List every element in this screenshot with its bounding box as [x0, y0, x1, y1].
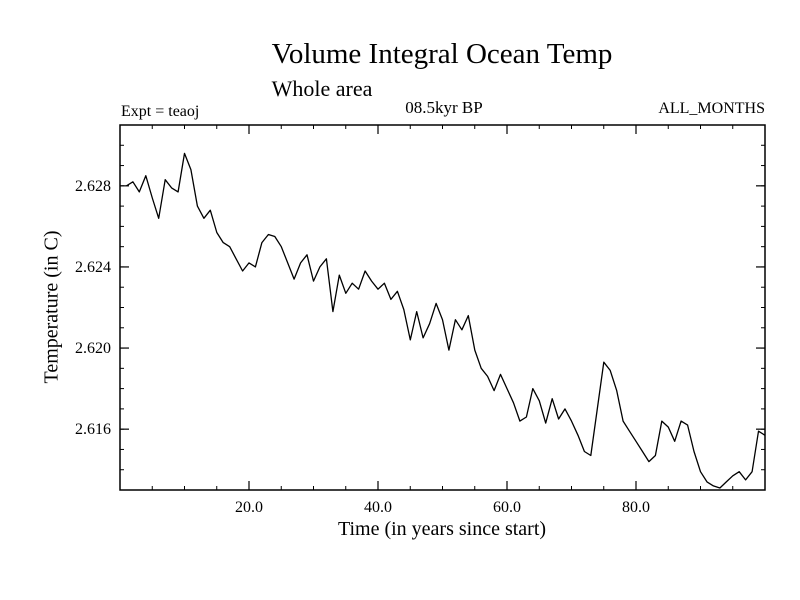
x-axis-label: Time (in years since start) — [337, 518, 547, 540]
x-tick-label: 40.0 — [364, 499, 392, 516]
plot-frame — [119, 124, 766, 491]
y-tick-label: 2.624 — [75, 259, 111, 276]
time-bp-label: 08.5kyr BP — [405, 98, 483, 117]
y-axis-label: Temperature (in C) — [40, 230, 63, 384]
y-tick-label: 2.620 — [75, 340, 111, 357]
y-tick-label: 2.616 — [75, 421, 111, 438]
experiment-label: Expt = teaoj — [121, 103, 200, 120]
x-tick-label: 20.0 — [235, 499, 263, 516]
chart-title: Volume Integral Ocean Temp — [271, 38, 613, 70]
temperature-line — [126, 152, 766, 489]
months-label: ALL_MONTHS — [658, 100, 765, 117]
y-tick-label: 2.628 — [75, 178, 111, 195]
x-tick-label: 60.0 — [493, 499, 521, 516]
chart-subtitle: Whole area — [271, 76, 373, 101]
x-tick-label: 80.0 — [622, 499, 650, 516]
